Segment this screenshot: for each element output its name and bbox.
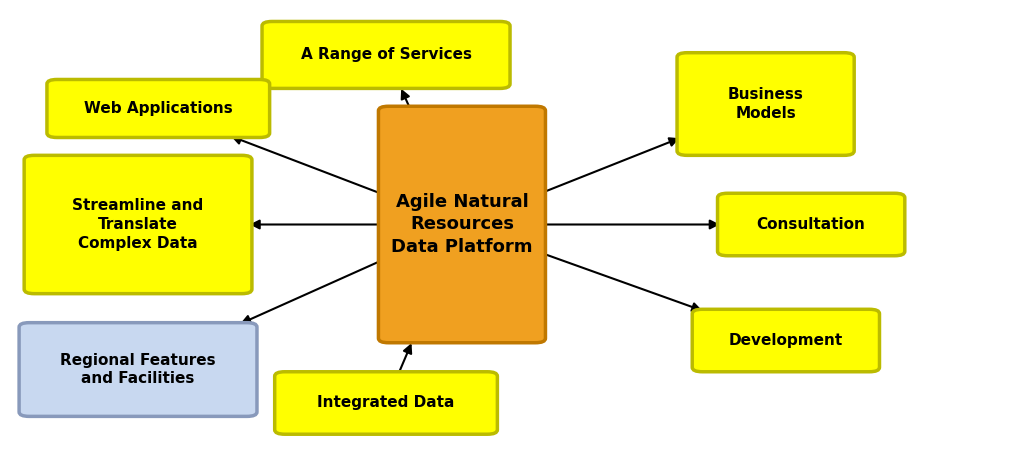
FancyBboxPatch shape [718, 193, 904, 256]
FancyBboxPatch shape [275, 372, 497, 434]
Text: Streamline and
Translate
Complex Data: Streamline and Translate Complex Data [72, 198, 204, 251]
Text: Integrated Data: Integrated Data [318, 396, 455, 410]
Text: Regional Features
and Facilities: Regional Features and Facilities [60, 353, 216, 386]
FancyBboxPatch shape [379, 106, 545, 343]
FancyBboxPatch shape [24, 155, 252, 294]
FancyBboxPatch shape [262, 22, 510, 88]
Text: Web Applications: Web Applications [84, 101, 232, 116]
Text: Business
Models: Business Models [728, 87, 804, 121]
FancyBboxPatch shape [692, 309, 879, 372]
Text: Agile Natural
Resources
Data Platform: Agile Natural Resources Data Platform [391, 194, 533, 255]
FancyBboxPatch shape [47, 79, 270, 137]
Text: Consultation: Consultation [757, 217, 866, 232]
FancyBboxPatch shape [677, 53, 855, 155]
FancyBboxPatch shape [19, 323, 257, 416]
Text: Development: Development [729, 333, 843, 348]
Text: A Range of Services: A Range of Services [300, 48, 472, 62]
